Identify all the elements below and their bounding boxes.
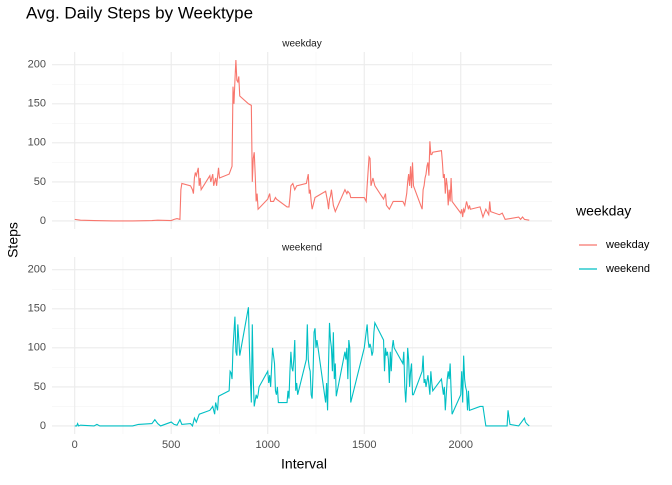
strip-label: weekday — [281, 39, 321, 50]
x-tick-label: 2000 — [449, 439, 473, 451]
y-tick-label: 100 — [28, 342, 46, 354]
line — [74, 307, 530, 428]
x-tick-label: 0 — [72, 439, 78, 451]
y-tick-label: 100 — [28, 137, 46, 149]
y-tick-label: 200 — [28, 59, 46, 71]
y-tick-label: 50 — [34, 176, 46, 188]
chart-title: Avg. Daily Steps by Weektype — [26, 3, 253, 22]
y-axis-label: Steps — [5, 222, 21, 258]
y-tick-label: 0 — [40, 215, 46, 227]
legend-label: weekday — [605, 239, 650, 251]
legend-title: weekday — [575, 203, 631, 219]
y-tick-label: 0 — [40, 420, 46, 432]
y-tick-label: 200 — [28, 264, 46, 276]
legend-label: weekend — [605, 263, 650, 275]
y-tick-label: 150 — [28, 303, 46, 315]
y-tick-label: 150 — [28, 98, 46, 110]
x-tick-label: 1500 — [352, 439, 376, 451]
x-tick-label: 500 — [162, 439, 180, 451]
strip-label: weekend — [281, 243, 322, 254]
x-axis-label: Interval — [281, 456, 327, 472]
x-tick-label: 1000 — [255, 439, 279, 451]
y-tick-label: 50 — [34, 381, 46, 393]
line — [74, 60, 530, 222]
